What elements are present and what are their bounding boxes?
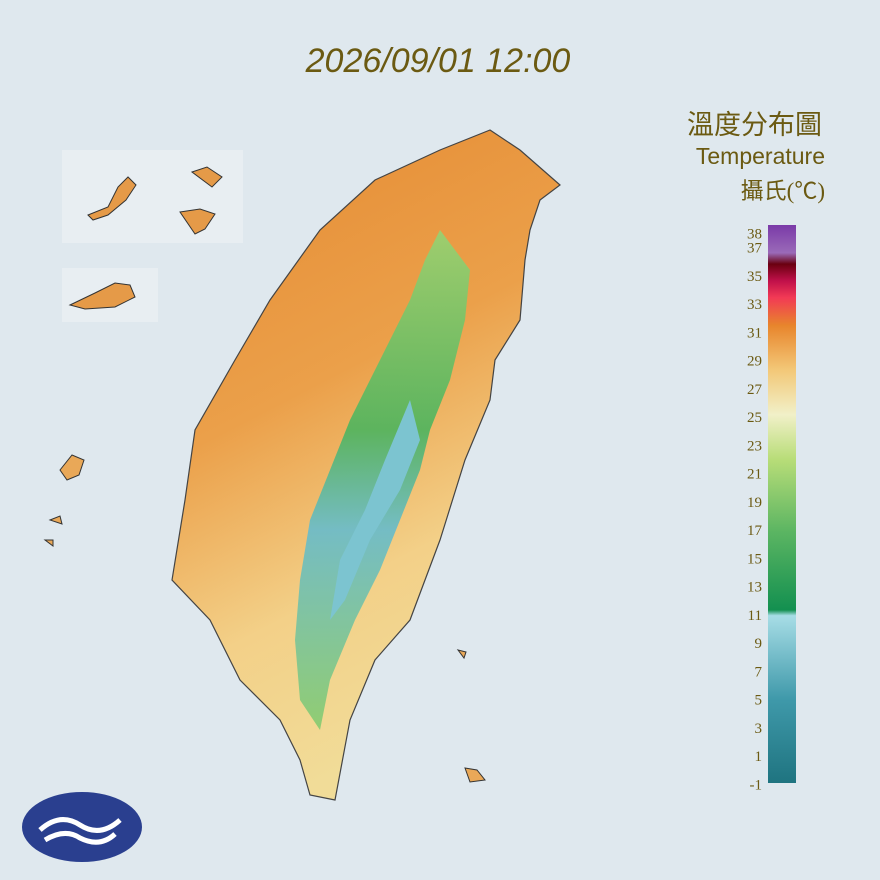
legend-label: 23 (747, 438, 762, 454)
legend-label: 7 (755, 664, 763, 680)
logo-mark (38, 817, 122, 845)
map-subtitle: Temperature (696, 143, 825, 169)
legend-label: 11 (748, 608, 762, 624)
legend-label: 29 (747, 354, 762, 370)
high-peaks (330, 400, 420, 620)
legend-label: 25 (747, 410, 762, 426)
legend-label: 31 (747, 325, 762, 341)
legend-label: 33 (747, 297, 762, 313)
legend-label: 15 (747, 551, 762, 567)
legend-label: 17 (747, 523, 763, 539)
legend-label: 9 (755, 636, 763, 652)
legend-label: 13 (747, 580, 762, 596)
legend-label: 19 (747, 495, 762, 511)
legend-label: 35 (747, 269, 762, 285)
island (43, 454, 486, 783)
timestamp: 2026/09/01 12:00 (305, 42, 571, 80)
legend-label: -1 (750, 777, 763, 793)
legend-label: 37 (747, 241, 763, 257)
legend-label: 5 (755, 693, 763, 709)
color-bar (768, 225, 796, 783)
island (68, 166, 223, 310)
unit-label: 攝氏(℃) (741, 178, 825, 203)
inset-box (62, 150, 243, 243)
legend-label: 1 (755, 749, 763, 765)
legend-label: 21 (747, 467, 762, 483)
legend-label: 38 (747, 226, 762, 242)
legend-label: 27 (747, 382, 763, 398)
legend-label: 3 (755, 721, 763, 737)
map-title: 溫度分布圖 (687, 110, 822, 140)
